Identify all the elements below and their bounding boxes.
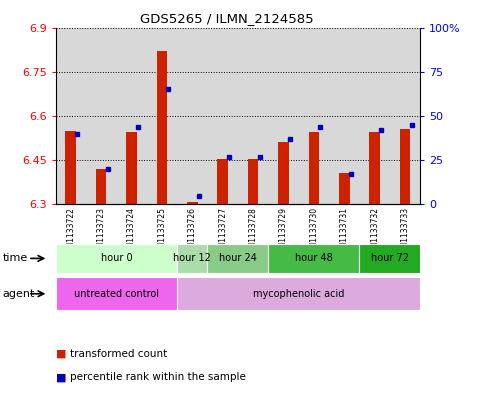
- Bar: [268, 28, 298, 204]
- Bar: [339, 173, 350, 204]
- Bar: [208, 28, 238, 204]
- Bar: [65, 130, 76, 204]
- Bar: [298, 28, 329, 204]
- Bar: [116, 28, 147, 204]
- Bar: [208, 244, 268, 273]
- Text: ■: ■: [56, 349, 70, 359]
- Bar: [390, 28, 420, 204]
- Bar: [96, 169, 106, 204]
- Bar: [177, 28, 208, 204]
- Bar: [329, 28, 359, 204]
- Bar: [56, 28, 86, 204]
- Bar: [156, 51, 167, 204]
- Text: GDS5265 / ILMN_2124585: GDS5265 / ILMN_2124585: [140, 12, 314, 25]
- Bar: [86, 28, 116, 204]
- Bar: [147, 28, 177, 204]
- Bar: [56, 277, 177, 310]
- Text: hour 12: hour 12: [173, 253, 211, 263]
- Bar: [359, 244, 420, 273]
- Text: hour 24: hour 24: [219, 253, 257, 263]
- Text: hour 48: hour 48: [295, 253, 333, 263]
- Text: transformed count: transformed count: [70, 349, 167, 359]
- Text: hour 72: hour 72: [371, 253, 409, 263]
- Bar: [400, 129, 411, 204]
- Bar: [126, 132, 137, 204]
- Text: untreated control: untreated control: [74, 289, 159, 299]
- Bar: [56, 244, 177, 273]
- Bar: [238, 28, 268, 204]
- Text: ■: ■: [56, 372, 70, 382]
- Bar: [369, 132, 380, 204]
- Bar: [177, 277, 420, 310]
- Bar: [278, 142, 289, 204]
- Text: percentile rank within the sample: percentile rank within the sample: [70, 372, 246, 382]
- Bar: [268, 244, 359, 273]
- Text: time: time: [2, 253, 28, 263]
- Bar: [177, 244, 208, 273]
- Bar: [309, 132, 319, 204]
- Bar: [187, 202, 198, 204]
- Bar: [217, 159, 228, 204]
- Text: hour 0: hour 0: [100, 253, 132, 263]
- Bar: [359, 28, 390, 204]
- Bar: [248, 159, 258, 204]
- Text: agent: agent: [2, 289, 35, 299]
- Text: mycophenolic acid: mycophenolic acid: [253, 289, 344, 299]
